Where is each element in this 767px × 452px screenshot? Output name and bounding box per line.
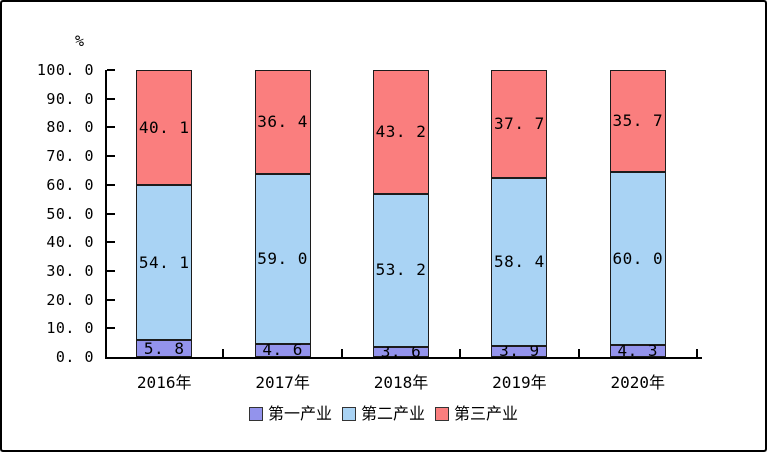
bar-segment-第三产业-2017年 [254,70,311,175]
y-axis-tick [107,241,115,244]
bar-segment-第一产业-2017年 [254,343,311,357]
legend-label: 第二产业 [360,404,425,423]
y-axis-tick-label: 0. 0 [55,348,94,366]
y-axis-tick [107,69,115,71]
legend-item-第三产业: 第三产业 [435,404,518,424]
bar-value-label: 3. 6 [380,341,422,361]
bar-value-label: 5. 8 [143,338,185,358]
y-axis-tick [107,155,115,158]
bar-segment-第三产业-2016年 [136,70,193,186]
bar-value-label: 60. 0 [612,248,664,268]
y-axis-unit-label: % [74,32,84,50]
bar-value-label: 4. 6 [262,340,303,360]
x-axis-category-label: 2020年 [610,373,666,392]
legend-swatch [248,407,263,421]
bar-value-label: 36. 4 [257,112,308,132]
bar-segment-第三产业-2020年 [609,70,666,173]
y-axis-tick-label: 30. 0 [46,261,94,280]
bar-value-label: 53. 2 [375,260,427,280]
bar-segment-第三产业-2019年 [491,70,548,179]
bar-value-label: 3. 9 [499,341,540,361]
x-axis-line [105,357,702,359]
bar-segment-第三产业-2018年 [373,70,429,194]
bar-value-label: 54. 1 [138,252,190,272]
legend-label: 第一产业 [267,404,332,423]
y-axis-tick-label: 100. 0 [36,61,94,79]
bar-value-label: 40. 1 [138,117,190,137]
y-axis-tick-label: 90. 0 [46,89,94,108]
bar-segment-第一产业-2019年 [491,345,548,357]
y-axis-tick [107,327,115,330]
bar-segment-第二产业-2017年 [254,174,311,344]
bar-segment-第二产业-2019年 [491,178,548,346]
y-axis-tick-label: 70. 0 [46,147,94,166]
bar-segment-第一产业-2020年 [609,344,666,357]
x-axis-category-label: 2017年 [255,373,310,392]
bar-segment-第一产业-2018年 [373,346,429,357]
legend-swatch [435,407,449,421]
y-axis-tick-label: 20. 0 [46,290,94,309]
y-axis-tick-label: 80. 0 [46,118,94,137]
x-axis-tick [577,349,580,357]
legend-item-第一产业: 第一产业 [248,404,332,424]
bar-segment-第二产业-2018年 [373,193,429,347]
bar-value-label: 35. 7 [612,111,664,131]
y-axis-tick [107,212,115,215]
x-axis-tick [222,349,225,357]
bar-value-label: 4. 3 [617,340,659,360]
bar-value-label: 43. 2 [375,121,427,141]
legend-item-第二产业: 第二产业 [341,404,425,424]
y-axis-tick-label: 40. 0 [46,233,94,252]
y-axis-tick-label: 50. 0 [46,204,94,223]
x-axis-category-label: 2019年 [492,373,547,392]
bar-segment-第二产业-2020年 [609,172,666,345]
y-axis-tick [107,183,115,186]
bar-segment-第一产业-2016年 [136,340,193,357]
y-axis-tick [107,126,115,129]
bar-value-label: 58. 4 [494,252,545,271]
bar-segment-第二产业-2016年 [136,185,193,341]
y-axis-tick-label: 60. 0 [46,175,94,194]
y-axis-tick [107,97,115,100]
y-axis-tick-label: 10. 0 [46,319,94,338]
x-axis-category-label: 2016年 [136,373,192,392]
legend: 第一产业 第二产业 第三产业 [2,404,765,424]
x-axis-category-label: 2018年 [373,373,429,392]
legend-swatch [341,407,356,421]
x-axis-tick [459,349,462,357]
x-axis-tick [340,349,343,357]
legend-label: 第三产业 [454,404,519,423]
y-axis-tick [107,269,115,272]
x-axis-tick [696,349,698,357]
y-axis-line [105,70,107,359]
y-axis-tick [107,298,115,301]
bar-value-label: 59. 0 [257,249,308,269]
bar-value-label: 37. 7 [494,114,545,134]
